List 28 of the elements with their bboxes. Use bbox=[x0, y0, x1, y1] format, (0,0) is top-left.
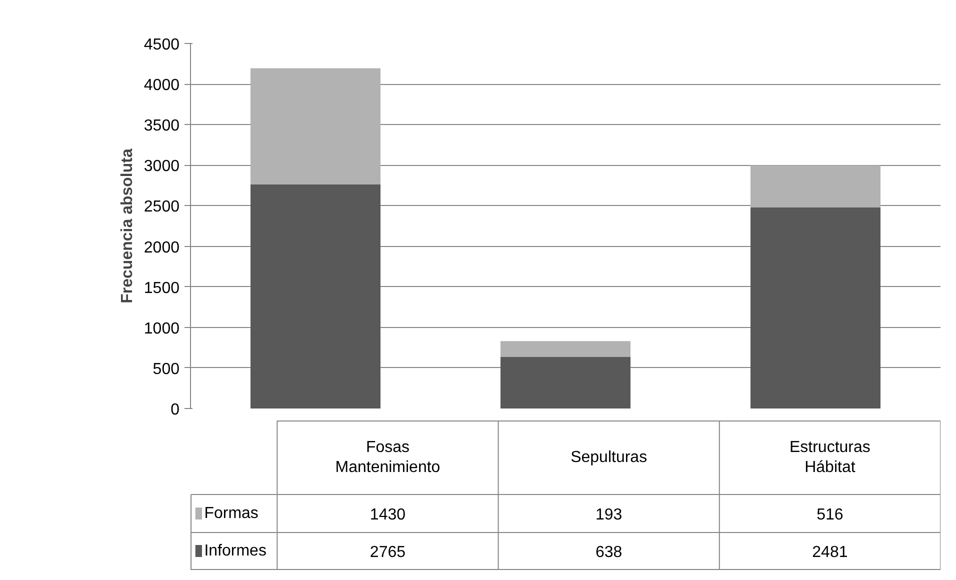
y-tick-label: 4500 bbox=[144, 36, 180, 54]
x-tick-label: Estructuras Hábitat bbox=[789, 439, 870, 476]
data-label: 516 bbox=[816, 506, 844, 524]
y-tick-label: 1000 bbox=[144, 320, 180, 338]
bar bbox=[500, 356, 630, 408]
y-tick-label: 3500 bbox=[144, 118, 180, 135]
bar bbox=[250, 184, 380, 408]
y-tick-label: 2500 bbox=[144, 198, 180, 216]
data-label: 193 bbox=[595, 506, 622, 524]
data-label: 2481 bbox=[812, 544, 848, 561]
y-tick-label: 0 bbox=[170, 402, 180, 418]
bar bbox=[750, 207, 880, 408]
legend-label: Formas bbox=[204, 505, 258, 522]
y-tick-label: 500 bbox=[152, 360, 180, 378]
x-tick-label: Fosas Mantenimiento bbox=[335, 439, 440, 476]
data-label: 638 bbox=[595, 544, 622, 561]
y-tick-label: 4000 bbox=[144, 77, 180, 94]
y-tick-label: 2000 bbox=[144, 239, 180, 256]
x-tick-label: Sepulturas bbox=[570, 449, 648, 466]
y-tick-label: 1500 bbox=[144, 280, 180, 297]
bar bbox=[250, 68, 380, 184]
data-label: 2765 bbox=[370, 544, 406, 561]
legend-label: Informes bbox=[204, 542, 266, 560]
data-label: 1430 bbox=[370, 506, 406, 524]
y-axis-title: Frecuencia absoluta bbox=[118, 148, 136, 304]
bar bbox=[750, 165, 880, 208]
y-tick-label: 3000 bbox=[144, 158, 180, 176]
bar bbox=[500, 341, 630, 357]
